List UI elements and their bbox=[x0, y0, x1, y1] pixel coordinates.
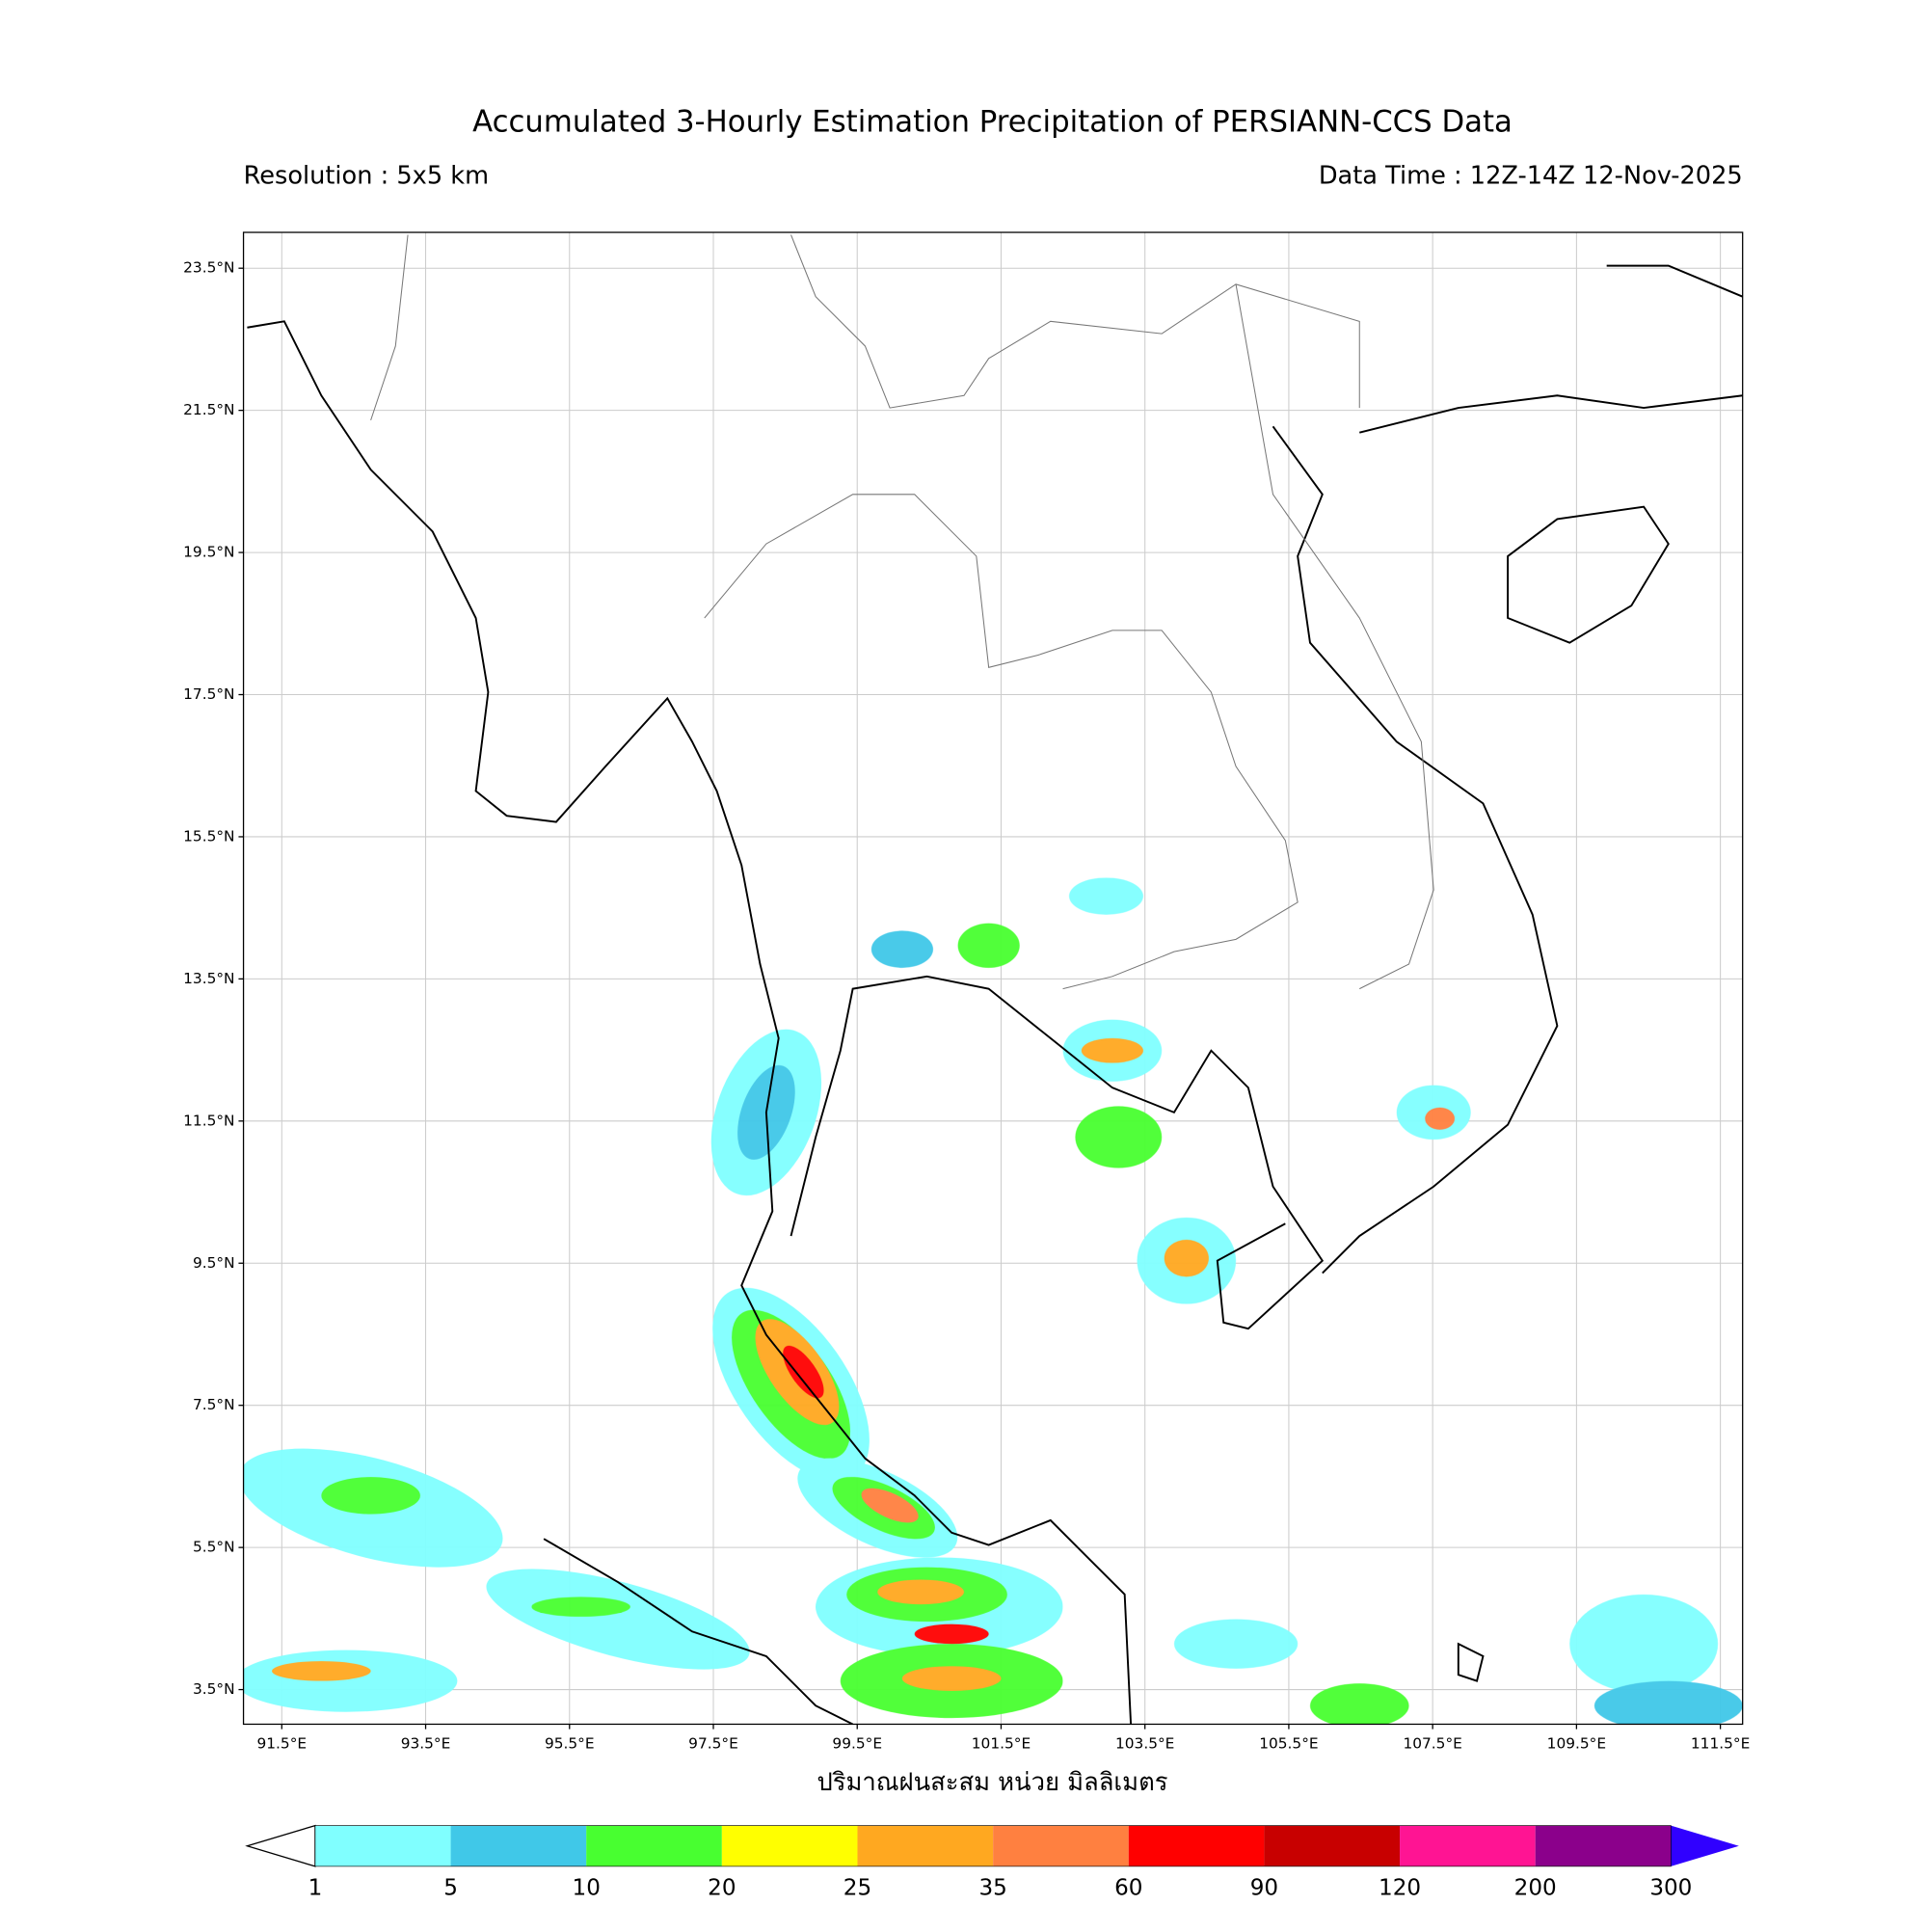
colorbar-label: ปริมาณฝนสะสม หน่วย มิลลิเมตร bbox=[817, 1768, 1167, 1797]
colorbar-swatch bbox=[721, 1825, 858, 1866]
resolution: Resolution : 5x5 km bbox=[244, 161, 490, 190]
colorbar-swatch bbox=[314, 1825, 451, 1866]
colorbar-tick-label: 10 bbox=[573, 1875, 601, 1900]
colorbar-tick-label: 20 bbox=[708, 1875, 736, 1900]
colorbar-tick-label: 120 bbox=[1379, 1875, 1421, 1900]
lat-tick-label: 5.5°N bbox=[193, 1539, 235, 1556]
lon-tick-label: 91.5°E bbox=[256, 1734, 307, 1752]
lon-tick-label: 97.5°E bbox=[688, 1734, 738, 1752]
lat-tick-label: 11.5°N bbox=[183, 1112, 234, 1129]
lat-tick-label: 3.5°N bbox=[193, 1680, 235, 1698]
lat-tick-label: 9.5°N bbox=[193, 1254, 235, 1272]
colorbar-swatch bbox=[1128, 1825, 1265, 1866]
lat-tick-label: 13.5°N bbox=[183, 970, 234, 987]
colorbar-swatch bbox=[993, 1825, 1129, 1866]
colorbar-frame bbox=[314, 1825, 1672, 1867]
colorbar-swatch bbox=[1264, 1825, 1401, 1866]
lon-tick-label: 111.5°E bbox=[1691, 1734, 1750, 1752]
colorbar-tick-label: 90 bbox=[1250, 1875, 1278, 1900]
colorbar-tick-label: 1 bbox=[308, 1875, 323, 1900]
colorbar-tick-label: 25 bbox=[844, 1875, 871, 1900]
colorbar: 1 5 10 20 25 35 60 90 120 200 300 bbox=[245, 1824, 1739, 1900]
lon-tick-label: 99.5°E bbox=[832, 1734, 882, 1752]
colorbar-tick-label: 300 bbox=[1649, 1875, 1692, 1900]
colorbar-swatch bbox=[586, 1825, 722, 1866]
lat-tick-label: 21.5°N bbox=[183, 401, 234, 418]
colorbar-under bbox=[245, 1824, 316, 1867]
colorbar-tick-label: 35 bbox=[978, 1875, 1006, 1900]
colorbar-over bbox=[1671, 1825, 1739, 1866]
title: Accumulated 3-Hourly Estimation Precipit… bbox=[472, 105, 1513, 140]
lat-tick-label: 7.5°N bbox=[193, 1396, 235, 1413]
lon-tick-label: 95.5°E bbox=[545, 1734, 595, 1752]
lon-tick-label: 105.5°E bbox=[1259, 1734, 1318, 1752]
colorbar-tick-label: 60 bbox=[1114, 1875, 1142, 1900]
rain-field bbox=[243, 877, 1743, 1725]
axis-labels: 23.5°N 21.5°N 19.5°N 17.5°N 15.5°N 13.5°N 11.5… bbox=[183, 259, 1750, 1753]
data-time: Data Time : 12Z-14Z 12-Nov-2025 bbox=[1319, 161, 1743, 190]
colorbar-swatch bbox=[857, 1825, 994, 1866]
colorbar-swatch bbox=[450, 1825, 587, 1866]
map-content bbox=[243, 234, 1743, 1725]
lat-tick-label: 15.5°N bbox=[183, 827, 234, 845]
colorbar-swatch bbox=[1400, 1825, 1536, 1866]
colorbar-tick-label: 200 bbox=[1514, 1875, 1557, 1900]
lon-tick-label: 101.5°E bbox=[972, 1734, 1031, 1752]
colorbar-swatch bbox=[1535, 1825, 1672, 1866]
lat-tick-label: 19.5°N bbox=[183, 544, 234, 561]
borders bbox=[370, 234, 1434, 990]
lon-tick-label: 107.5°E bbox=[1403, 1734, 1461, 1752]
lon-tick-label: 93.5°E bbox=[401, 1734, 451, 1752]
lon-tick-label: 103.5°E bbox=[1115, 1734, 1174, 1752]
lon-tick-label: 109.5°E bbox=[1547, 1734, 1606, 1752]
lat-tick-label: 23.5°N bbox=[183, 259, 234, 277]
colorbar-tick-label: 5 bbox=[443, 1875, 458, 1900]
coastline bbox=[247, 264, 1743, 1725]
lat-tick-label: 17.5°N bbox=[183, 685, 234, 703]
